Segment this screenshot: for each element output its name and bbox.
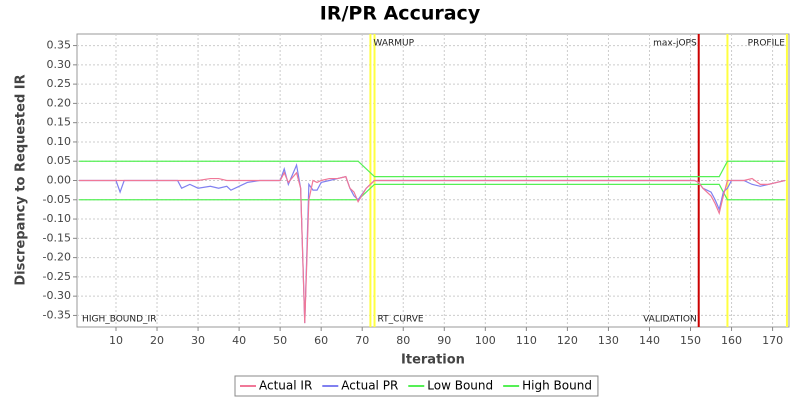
y-tick-label: 0.30 xyxy=(47,58,72,71)
x-tick-label: 90 xyxy=(437,334,451,347)
x-tick-label: 110 xyxy=(516,334,537,347)
y-tick-label: 0.25 xyxy=(47,77,72,90)
y-tick-label: -0.35 xyxy=(43,308,71,321)
marker-label: HIGH_BOUND_IR xyxy=(82,315,156,325)
y-tick-label: -0.30 xyxy=(43,289,71,302)
x-tick-label: 140 xyxy=(639,334,660,347)
series-line xyxy=(79,160,785,178)
x-tick-label: 160 xyxy=(721,334,742,347)
x-tick-label: 70 xyxy=(355,334,369,347)
x-tick-label: 80 xyxy=(396,334,410,347)
legend-label: Low Bound xyxy=(427,379,493,393)
y-tick-label: 0.15 xyxy=(47,116,72,129)
y-tick-label: -0.15 xyxy=(43,231,71,244)
x-tick-label: 170 xyxy=(762,334,783,347)
series-line xyxy=(79,171,786,324)
marker-label: VALIDATION xyxy=(643,315,697,325)
marker-label: WARMUP xyxy=(373,39,414,49)
x-axis-title: Iteration xyxy=(401,353,465,368)
x-tick-label: 150 xyxy=(680,334,701,347)
marker-label: max-jOPS xyxy=(653,39,697,49)
x-tick-label: 120 xyxy=(557,334,578,347)
x-tick-label: 10 xyxy=(109,334,123,347)
x-tick-label: 60 xyxy=(314,334,328,347)
legend: Actual IR Actual PR Low Bound High Bound xyxy=(234,375,599,397)
x-tick-label: 100 xyxy=(475,334,496,347)
y-tick-label: -0.25 xyxy=(43,270,71,283)
marker-label: RT_CURVE xyxy=(378,315,424,325)
y-tick-label: 0.35 xyxy=(47,39,72,52)
marker-label: PROFILE xyxy=(748,39,786,49)
series-line xyxy=(79,183,785,201)
y-tick-label: 0.00 xyxy=(47,174,72,187)
x-tick-label: 20 xyxy=(150,334,164,347)
legend-label: Actual IR xyxy=(259,379,312,393)
y-tick-label: -0.05 xyxy=(43,193,71,206)
x-tick-label: 40 xyxy=(232,334,246,347)
y-tick-label: -0.10 xyxy=(43,212,71,225)
y-tick-label: 0.20 xyxy=(47,96,72,109)
x-tick-label: 30 xyxy=(191,334,205,347)
x-tick-label: 130 xyxy=(598,334,619,347)
legend-label: Actual PR xyxy=(341,379,398,393)
legend-label: High Bound xyxy=(522,379,592,393)
y-tick-label: 0.10 xyxy=(47,135,72,148)
chart-title: IR/PR Accuracy xyxy=(320,3,481,25)
x-tick-label: 50 xyxy=(273,334,287,347)
y-axis-title: Discrepancy to Requested IR xyxy=(14,74,29,285)
y-tick-label: 0.05 xyxy=(47,154,72,167)
legend-box xyxy=(234,375,599,397)
y-tick-label: -0.20 xyxy=(43,251,71,264)
